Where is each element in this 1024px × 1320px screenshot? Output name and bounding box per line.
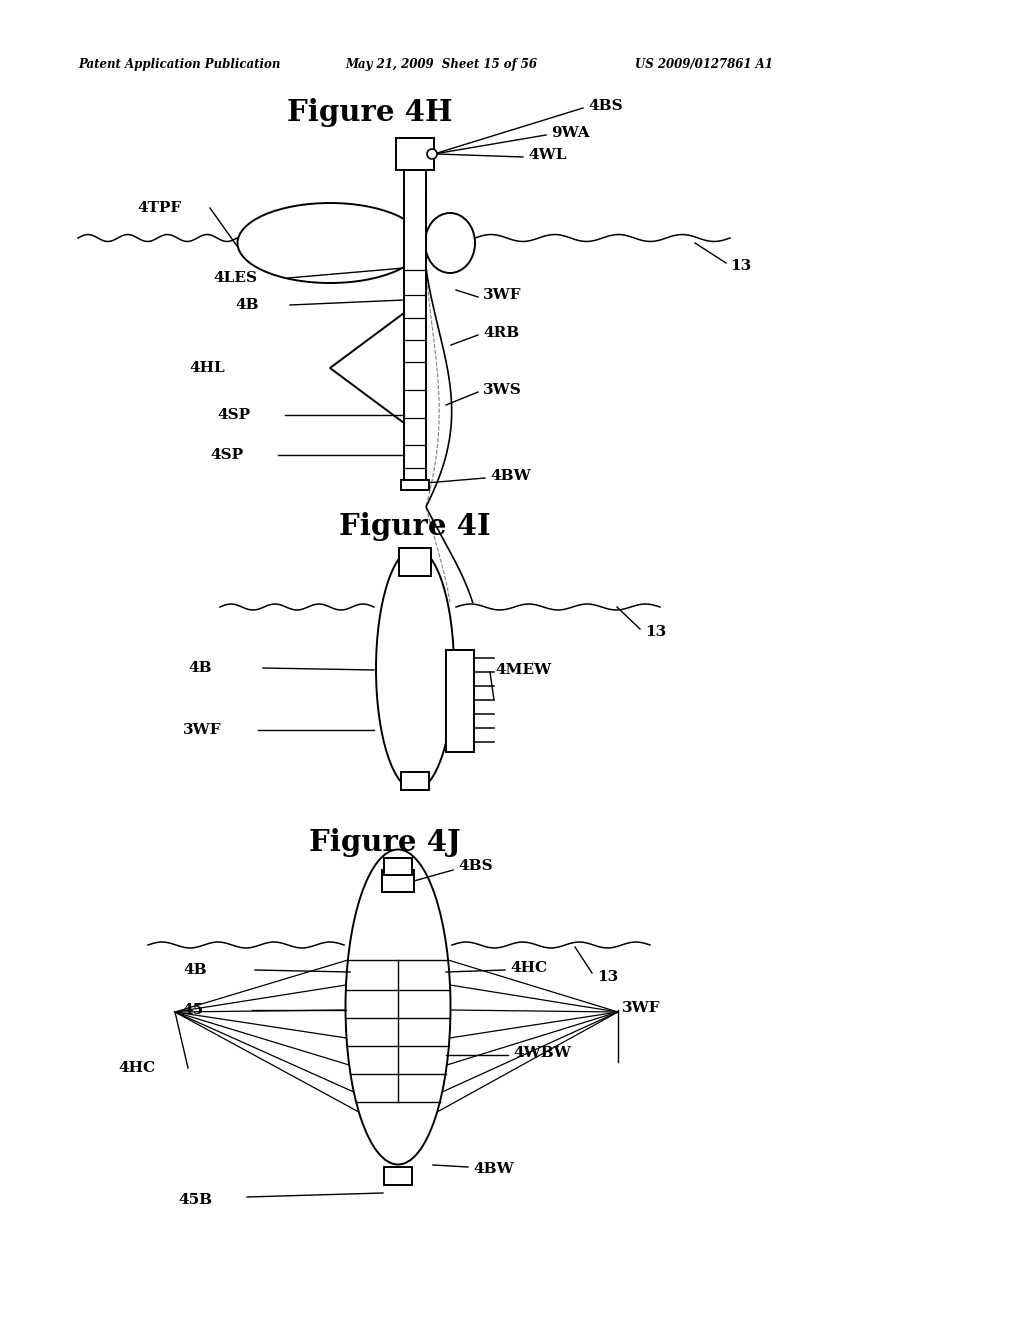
Text: 4SP: 4SP	[217, 408, 250, 422]
Bar	[384, 1167, 412, 1185]
Text: May 21, 2009  Sheet 15 of 56: May 21, 2009 Sheet 15 of 56	[345, 58, 537, 71]
Bar	[404, 198, 426, 280]
Text: 4RB: 4RB	[483, 326, 519, 341]
Text: 9WA: 9WA	[551, 125, 590, 140]
Ellipse shape	[425, 213, 475, 273]
Text: 4B: 4B	[234, 298, 259, 312]
Text: 4BS: 4BS	[458, 859, 493, 873]
Text: Patent Application Publication: Patent Application Publication	[78, 58, 281, 71]
Text: Figure 4J: Figure 4J	[309, 828, 461, 857]
Text: 4TPF: 4TPF	[137, 201, 181, 215]
Text: Figure 4H: Figure 4H	[288, 98, 453, 127]
Text: 4HL: 4HL	[189, 360, 225, 375]
Bar	[384, 858, 412, 875]
Text: 3WF: 3WF	[483, 288, 521, 302]
Text: 3WF: 3WF	[183, 723, 221, 737]
Bar	[396, 139, 434, 170]
Bar	[404, 170, 426, 490]
Ellipse shape	[345, 850, 451, 1164]
Text: 4WL: 4WL	[528, 148, 566, 162]
Text: 3WF: 3WF	[622, 1001, 660, 1015]
Ellipse shape	[376, 548, 454, 789]
Bar	[399, 548, 431, 576]
Bar	[401, 480, 429, 490]
Text: 4B: 4B	[183, 964, 207, 977]
Text: 13: 13	[645, 624, 667, 639]
Bar	[382, 870, 414, 892]
Bar	[446, 649, 474, 752]
Text: 13: 13	[730, 259, 752, 273]
Text: 4WBW: 4WBW	[513, 1045, 570, 1060]
Text: 3WS: 3WS	[483, 383, 522, 397]
Text: US 2009/0127861 A1: US 2009/0127861 A1	[635, 58, 773, 71]
Text: 4BW: 4BW	[490, 469, 530, 483]
Text: Figure 4I: Figure 4I	[339, 512, 490, 541]
Text: 13: 13	[597, 970, 618, 983]
Text: 45: 45	[182, 1003, 203, 1016]
Text: 45B: 45B	[178, 1193, 212, 1206]
Bar	[401, 772, 429, 789]
Text: 4LES: 4LES	[213, 271, 257, 285]
Ellipse shape	[238, 203, 423, 282]
Text: 4HC: 4HC	[510, 961, 547, 975]
Text: 4MEW: 4MEW	[495, 663, 551, 677]
Text: 4SP: 4SP	[210, 447, 243, 462]
Text: 4HC: 4HC	[118, 1061, 155, 1074]
Text: 4B: 4B	[188, 661, 212, 675]
Text: 4BS: 4BS	[588, 99, 623, 114]
Text: 4BW: 4BW	[473, 1162, 514, 1176]
Circle shape	[427, 149, 437, 158]
